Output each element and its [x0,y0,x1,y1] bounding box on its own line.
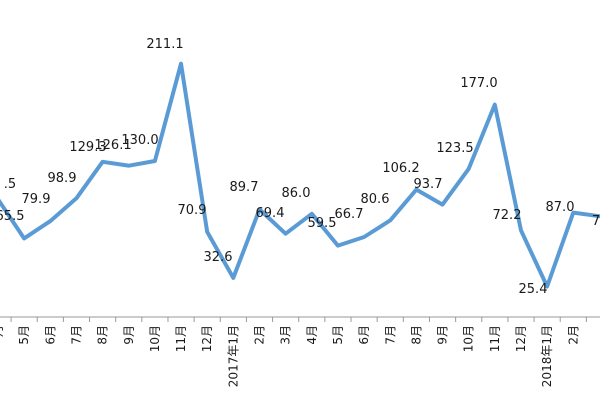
data-label: 130.0 [121,133,158,148]
tick-label-layer: 月 5月 6月 7月 8月 9月 10月 11月 12月 2017年1月 2月 3月 4月 5月 6月 7月 8… [0,325,580,387]
x-tick-label: 2月 [566,325,580,345]
x-tick-label: 7月 [69,325,83,345]
data-label: 70.9 [178,203,207,218]
x-tick-label: 9月 [436,325,450,345]
x-tick-label: 10月 [148,325,162,352]
data-label: 123.5 [436,141,473,156]
x-tick-label: 月 [0,325,5,337]
data-label: 32.6 [204,250,233,265]
x-tick-label: 8月 [409,325,423,345]
data-label: 87.0 [546,200,575,215]
x-tick-label: 10月 [462,325,476,352]
data-label: 25.4 [519,282,548,297]
data-label: 126.1 [94,138,131,153]
data-label: 69.4 [256,206,285,221]
x-tick-label: 2018年1月 [540,325,554,387]
x-tick-label: 11月 [174,325,188,352]
data-label: 93.7 [414,177,443,192]
series-layer [0,61,600,289]
data-label: 66.7 [335,207,364,222]
x-tick-label: 6月 [43,325,57,345]
x-tick-label: 2月 [253,325,267,345]
x-tick-label: 6月 [357,325,371,345]
x-tick-label: 7月 [383,325,397,345]
data-label: 89.7 [230,180,259,195]
x-tick-label: 11月 [488,325,502,352]
x-tick-label: 12月 [514,325,528,352]
data-label: 211.1 [146,37,183,52]
data-label: 59.5 [308,216,337,231]
data-label: 72.2 [493,208,522,223]
x-tick-label: 9月 [122,325,136,345]
data-label: .5 [4,177,16,192]
data-label: 129.3 [69,140,106,155]
data-label: 177.0 [460,76,497,91]
data-label: 79.9 [22,192,51,207]
data-label: 65.5 [0,209,24,224]
data-label: 106.2 [382,161,419,176]
x-tick-label: 8月 [96,325,110,345]
axis-layer [0,316,600,322]
x-tick-label: 12月 [200,325,214,352]
data-label: 86.0 [282,186,311,201]
data-label: 7 [592,214,600,229]
x-tick-label: 4月 [305,325,319,345]
x-tick-label: 5月 [331,325,345,345]
x-tick-label: 2017年1月 [226,325,240,387]
x-tick-label: 3月 [279,325,293,345]
series-line [0,61,600,289]
data-label: 98.9 [48,171,77,186]
x-tick-label: 5月 [17,325,31,345]
data-label: 80.6 [361,192,390,207]
